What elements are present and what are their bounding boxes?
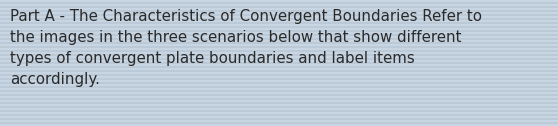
Bar (0, 10, 558, 12)
Bar (0, 94, 558, 96)
Bar (0, 76, 558, 78)
Bar (0, 124, 558, 126)
Bar (0, 36, 558, 38)
Bar (0, 118, 558, 120)
Bar (0, 28, 558, 30)
Bar (0, 104, 558, 106)
Bar (0, 98, 558, 100)
Bar (0, 46, 558, 48)
Bar (0, 66, 558, 68)
Bar (0, 54, 558, 56)
Bar (0, 34, 558, 36)
Bar (0, 24, 558, 26)
Bar (0, 30, 558, 32)
Bar (0, 82, 558, 84)
Bar (0, 108, 558, 110)
Bar (0, 64, 558, 66)
Bar (0, 122, 558, 124)
Bar (0, 18, 558, 20)
Bar (0, 0, 558, 2)
Bar (0, 16, 558, 18)
Bar (0, 86, 558, 88)
Bar (0, 12, 558, 14)
Bar (0, 40, 558, 42)
Bar (0, 6, 558, 8)
Bar (0, 42, 558, 44)
Bar (0, 74, 558, 76)
Bar (0, 102, 558, 104)
Bar (0, 26, 558, 28)
Bar (0, 60, 558, 62)
Bar (0, 50, 558, 52)
Bar (0, 92, 558, 94)
Bar (0, 62, 558, 64)
Bar (0, 112, 558, 114)
Bar (0, 114, 558, 116)
Bar (0, 44, 558, 46)
Bar (0, 68, 558, 70)
Bar (0, 38, 558, 40)
Bar (0, 100, 558, 102)
Bar (0, 52, 558, 54)
Bar (0, 22, 558, 24)
Bar (0, 70, 558, 72)
Bar (0, 8, 558, 10)
Bar (0, 72, 558, 74)
Bar (0, 20, 558, 22)
Bar (0, 48, 558, 50)
Bar (0, 58, 558, 60)
Bar (0, 32, 558, 34)
Text: Part A - The Characteristics of Convergent Boundaries Refer to
the images in the: Part A - The Characteristics of Converge… (10, 9, 482, 87)
Bar (0, 80, 558, 82)
Bar (0, 120, 558, 122)
Bar (0, 90, 558, 92)
Bar (0, 116, 558, 118)
Bar (0, 106, 558, 108)
Bar (0, 78, 558, 80)
Bar (0, 96, 558, 98)
Bar (0, 84, 558, 86)
Bar (0, 88, 558, 90)
Bar (0, 2, 558, 4)
Bar (0, 110, 558, 112)
Bar (0, 14, 558, 16)
Bar (0, 56, 558, 58)
Bar (0, 4, 558, 6)
